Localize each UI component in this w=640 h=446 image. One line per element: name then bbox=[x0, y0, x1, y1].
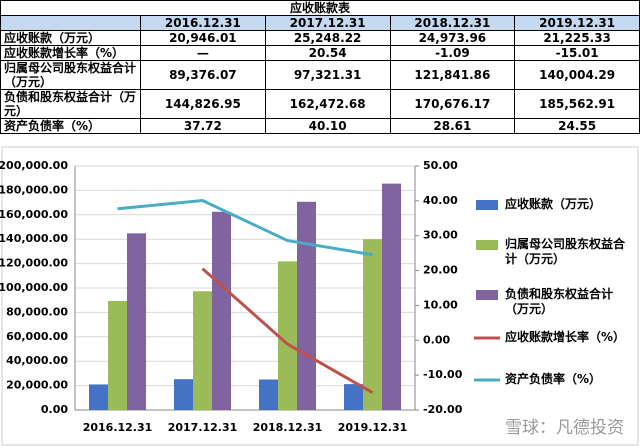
cell: — bbox=[140, 45, 266, 61]
x-tick-label: 2019.12.31 bbox=[338, 421, 408, 434]
column-header: 2018.12.31 bbox=[389, 15, 516, 31]
cell: 21,225.33 bbox=[514, 30, 640, 46]
line bbox=[117, 198, 373, 257]
cell: 144,826.95 bbox=[140, 89, 266, 119]
cell: 89,376.07 bbox=[140, 60, 266, 90]
cell: 162,472.68 bbox=[264, 89, 391, 119]
bar bbox=[363, 239, 382, 410]
y2-tick-label: 10.00 bbox=[423, 298, 458, 311]
table-title: 应收账款表 bbox=[0, 0, 640, 16]
cell: 20,946.01 bbox=[140, 30, 266, 46]
y2-tick-label: 30.00 bbox=[423, 229, 458, 242]
bar bbox=[278, 261, 297, 410]
y-tick-label: 160,000.00 bbox=[0, 208, 68, 221]
cell: 24.55 bbox=[514, 118, 640, 134]
x-tick-label: 2016.12.31 bbox=[83, 421, 153, 434]
y2-tick-label: 20.00 bbox=[423, 264, 458, 277]
y-tick-label: 200,000.00 bbox=[0, 159, 68, 172]
cell: 37.72 bbox=[140, 118, 266, 134]
bar bbox=[193, 291, 212, 410]
data-table: 应收账款表 2016.12.31 2017.12.31 2018.12.31 2019… bbox=[0, 0, 640, 134]
legend-label: 负债和股东权益合计（万元） bbox=[505, 287, 614, 316]
cell: 140,004.29 bbox=[514, 60, 640, 90]
column-header: 2016.12.31 bbox=[140, 15, 266, 31]
legend-label: 应收账款增长率（%） bbox=[505, 330, 626, 344]
cell: -1.09 bbox=[389, 45, 516, 61]
y-tick-label: 20,000.00 bbox=[6, 379, 68, 392]
cell: 97,321.31 bbox=[264, 60, 391, 90]
cell: 20.54 bbox=[264, 45, 391, 61]
cell: 28.61 bbox=[389, 118, 516, 134]
row-label: 资产负债率（%） bbox=[0, 118, 141, 134]
cell: -15.01 bbox=[514, 45, 640, 61]
line bbox=[201, 267, 374, 394]
y-tick-label: 40,000.00 bbox=[6, 354, 68, 367]
bar bbox=[108, 300, 127, 410]
y-tick-label: 180,000.00 bbox=[0, 183, 68, 196]
legend-swatch bbox=[476, 200, 498, 210]
bar bbox=[344, 384, 363, 410]
x-tick-label: 2017.12.31 bbox=[168, 421, 238, 434]
column-header: 2017.12.31 bbox=[264, 15, 391, 31]
y-tick-label: 140,000.00 bbox=[0, 232, 68, 245]
bar bbox=[127, 233, 146, 410]
watermark: 雪球：凡德投资 bbox=[505, 418, 624, 438]
y2-tick-label: 50.00 bbox=[423, 159, 458, 172]
y-tick-label: 100,000.00 bbox=[0, 281, 68, 294]
legend-swatch bbox=[476, 240, 498, 250]
row-label: 应收账款增长率（%） bbox=[0, 45, 141, 61]
row-label: 负债和股东权益合计（万元） bbox=[0, 89, 141, 119]
column-header: 2019.12.31 bbox=[514, 15, 640, 31]
bar bbox=[89, 384, 108, 410]
y2-tick-label: 40.00 bbox=[423, 194, 458, 207]
row-label: 应收账款（万元） bbox=[0, 30, 141, 46]
legend-label: 资产负债率（%） bbox=[505, 372, 602, 386]
y-tick-label: 60,000.00 bbox=[6, 330, 68, 343]
row-label: 归属母公司股东权益合计（万元） bbox=[0, 60, 141, 90]
cell: 170,676.17 bbox=[389, 89, 516, 119]
y-tick-label: 0.00 bbox=[41, 403, 68, 416]
y2-tick-label: 0.00 bbox=[423, 333, 450, 346]
bar bbox=[174, 379, 193, 410]
x-tick-label: 2018.12.31 bbox=[253, 421, 323, 434]
cell: 25,248.22 bbox=[264, 30, 391, 46]
legend-label: 应收账款（万元） bbox=[505, 197, 602, 211]
legend-label: 归属母公司股东权益合计（万元） bbox=[505, 237, 626, 266]
chart: 0.00 20,000.00 40,000.00 60,000.00 80,000.00… bbox=[0, 146, 639, 446]
legend-swatch bbox=[476, 290, 498, 300]
y-tick-label: 80,000.00 bbox=[6, 305, 68, 318]
y2-tick-label: -10.00 bbox=[423, 368, 463, 381]
cell: 40.10 bbox=[264, 118, 391, 134]
bar bbox=[259, 379, 278, 410]
bar bbox=[297, 201, 316, 410]
bar bbox=[382, 183, 401, 410]
cell: 24,973.96 bbox=[389, 30, 516, 46]
cell: 185,562.91 bbox=[514, 89, 640, 119]
bar bbox=[212, 211, 231, 410]
y2-tick-label: -20.00 bbox=[423, 403, 463, 416]
cell: 121,841.86 bbox=[389, 60, 516, 90]
y-tick-label: 120,000.00 bbox=[0, 257, 68, 270]
